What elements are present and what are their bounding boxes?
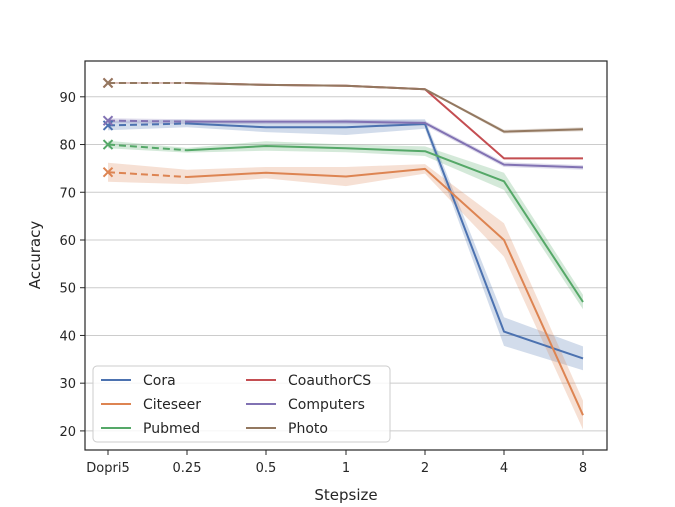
photo-line [186,82,584,133]
cora-band [108,119,583,371]
y-axis-ticks: 20 30 40 50 60 70 80 90 [59,91,85,440]
x-tick-label-5: 4 [500,461,508,476]
pubmed-x-marker [102,139,114,150]
y-tick-label-20: 20 [59,425,76,440]
legend-label-pubmed: Pubmed [143,421,200,437]
pubmed-line [186,145,584,303]
legend-label-citeseer: Citeseer [143,397,201,413]
legend-label-cora: Cora [143,373,176,389]
x-tick-label-4: 2 [421,461,429,476]
x-tick-label-2: 0.5 [256,461,277,476]
citeseer-x-marker [102,167,114,178]
y-tick-label-30: 30 [59,377,76,392]
x-tick-label-3: 1 [342,461,350,476]
cora-line [186,122,584,360]
y-axis-label: Accuracy [26,221,44,290]
y-tick-label-70: 70 [59,186,76,201]
series-lines [107,81,584,416]
x-tick-label-6: 8 [579,461,587,476]
x-axis-label: Stepsize [314,486,377,504]
cora-dashed-segment [107,122,188,127]
x-tick-label-0: Dopri5 [86,461,129,476]
x-axis-ticks: Dopri5 0.25 0.5 1 2 4 8 [86,450,587,476]
legend-label-computers: Computers [288,397,365,413]
legend: Cora Citeseer Pubmed CoauthorCS Computers Pho… [92,365,391,443]
legend-label-coauthorcs: CoauthorCS [288,373,371,389]
y-tick-label-40: 40 [59,329,76,344]
reference-markers [102,77,114,178]
pubmed-dashed-segment [107,143,188,152]
computers-line [187,120,584,169]
x-tick-label-1: 0.25 [173,461,202,476]
y-tick-label-50: 50 [59,282,76,297]
computers-x-marker [102,115,114,126]
citeseer-line [186,167,584,416]
y-tick-label-60: 60 [59,234,76,249]
y-tick-label-90: 90 [59,91,76,106]
photo-x-marker [102,77,114,89]
citeseer-dashed-segment [107,171,188,178]
computers-dashed-segment [107,119,188,123]
legend-label-photo: Photo [288,421,328,437]
legend-box [92,365,391,443]
y-tick-label-80: 80 [59,139,76,154]
